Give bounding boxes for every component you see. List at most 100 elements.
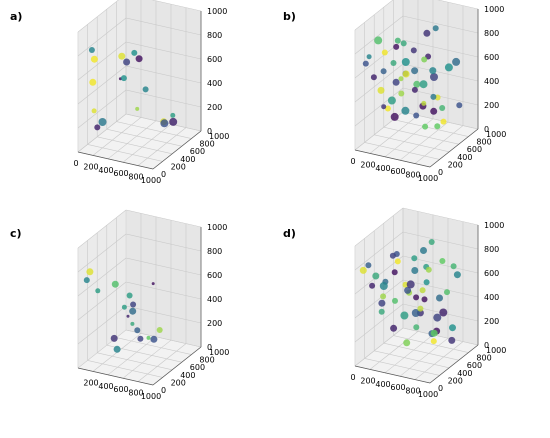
gridline-z-back (151, 0, 202, 12)
y-axis-line (429, 344, 479, 384)
z-tick-label: 0 (207, 343, 212, 352)
scatter-point (389, 252, 396, 259)
scatter-point (131, 49, 138, 56)
y-tick-label: 200 (448, 376, 463, 385)
gridline-y-floor (364, 358, 440, 376)
scatter-point (394, 37, 401, 44)
scatter-point (156, 327, 163, 333)
scatter-point (94, 124, 101, 131)
gridline-z-back (402, 231, 479, 250)
scatter-point (400, 40, 407, 47)
gridline-z-back (125, 233, 202, 252)
scatter-point (160, 119, 169, 128)
gridline-z-left (354, 63, 404, 103)
z-tick-label: 600 (484, 53, 499, 62)
x-tick-label: 0 (350, 373, 355, 382)
panel-label-d: d) (283, 227, 296, 240)
scatter-point (390, 112, 399, 121)
gridline-z-left (354, 87, 404, 127)
scatter-point (91, 108, 97, 114)
z-tick-label: 1000 (207, 223, 227, 232)
scatter-point (430, 338, 437, 345)
gridline-z-back (125, 65, 202, 84)
scatter-point (452, 57, 461, 66)
scatter-point (411, 255, 418, 262)
x-tick-label: 400 (98, 166, 113, 175)
z-tick-label: 800 (484, 29, 499, 38)
scatter-point (359, 266, 367, 274)
scatter-point (456, 102, 463, 109)
scatter-point (406, 280, 415, 289)
z-tick-label: 200 (484, 317, 499, 326)
gridline-y-floor (383, 342, 459, 361)
scatter-point (365, 262, 372, 269)
gridline-x-floor (384, 334, 434, 374)
scatter-point (95, 288, 101, 294)
gridline-x-floor (122, 339, 172, 379)
scatter-point (401, 106, 410, 115)
scatter-point (380, 293, 387, 300)
z-tick-label: 0 (207, 127, 212, 136)
scatter-point (419, 287, 426, 294)
scatter-point (379, 282, 388, 290)
z-tick-label: 1000 (484, 221, 504, 230)
y-tick-label: 0 (438, 168, 443, 177)
gridline-z-back (125, 89, 202, 108)
gridline-z-left (77, 281, 127, 321)
scatter-point (411, 267, 419, 274)
y-tick-label: 1000 (209, 348, 229, 357)
scatter-point (410, 47, 417, 54)
panel-d: 0 200 400 600 800100002004006008001000020040… (283, 207, 506, 399)
gridline-z-left (77, 209, 127, 249)
gridline-x-floor (137, 127, 187, 166)
scatter-point (433, 313, 442, 322)
x-tick-label: 200 (83, 162, 98, 171)
gridline-z-back (436, 0, 479, 10)
gridline-z-left (77, 41, 127, 81)
y-tick-label: 200 (448, 160, 463, 169)
x-tick-label: 400 (375, 164, 390, 173)
scatter-point (374, 36, 383, 45)
scatter-point (169, 117, 178, 126)
x-axis-line (77, 367, 154, 386)
z-tick-label: 600 (484, 269, 499, 278)
x-tick-label: 0 (350, 157, 355, 166)
y-tick-label: 1000 (486, 346, 506, 355)
x-tick-label: 1000 (418, 390, 438, 399)
y-tick-label: 800 (476, 354, 491, 363)
y-tick-label: 400 (180, 155, 195, 164)
scatter-point (390, 324, 398, 332)
gridline-x-floor (399, 337, 449, 377)
scatter-point (378, 308, 385, 315)
x-axis-line (354, 149, 431, 168)
scatter-point (378, 299, 386, 307)
scatter-point (113, 345, 121, 353)
gridline-z-left (77, 17, 127, 57)
scatter-point (398, 76, 404, 82)
z-tick-label: 400 (207, 79, 222, 88)
gridline-z-back (125, 257, 202, 276)
scatter-point (449, 324, 456, 332)
scatter-point (444, 63, 453, 72)
gridline-y-floor (393, 119, 469, 137)
z-tick-label: 1000 (207, 7, 227, 16)
x-tick-label: 600 (390, 383, 405, 392)
y-tick-label: 600 (190, 147, 205, 156)
gridline-x-floor (369, 331, 419, 370)
scatter-point (362, 60, 369, 67)
y-tick-label: 400 (457, 153, 472, 162)
scatter-point (453, 271, 461, 279)
y-tick-label: 1000 (209, 132, 229, 141)
gridline-z-left (354, 279, 404, 319)
scatter-point (130, 321, 135, 326)
scatter-point (377, 86, 385, 94)
scatter-point (444, 289, 450, 296)
gridline-x-floor (122, 123, 172, 163)
y-tick-label: 400 (180, 371, 195, 380)
gridline-x-floor (369, 115, 419, 154)
x-tick-label: 600 (113, 385, 128, 394)
scatter-point (450, 263, 457, 270)
panel-b: 0 200 400 600 800100002004006008001000020040… (283, 0, 506, 183)
gridline-z-left (354, 231, 404, 271)
scatter-point (391, 269, 398, 276)
